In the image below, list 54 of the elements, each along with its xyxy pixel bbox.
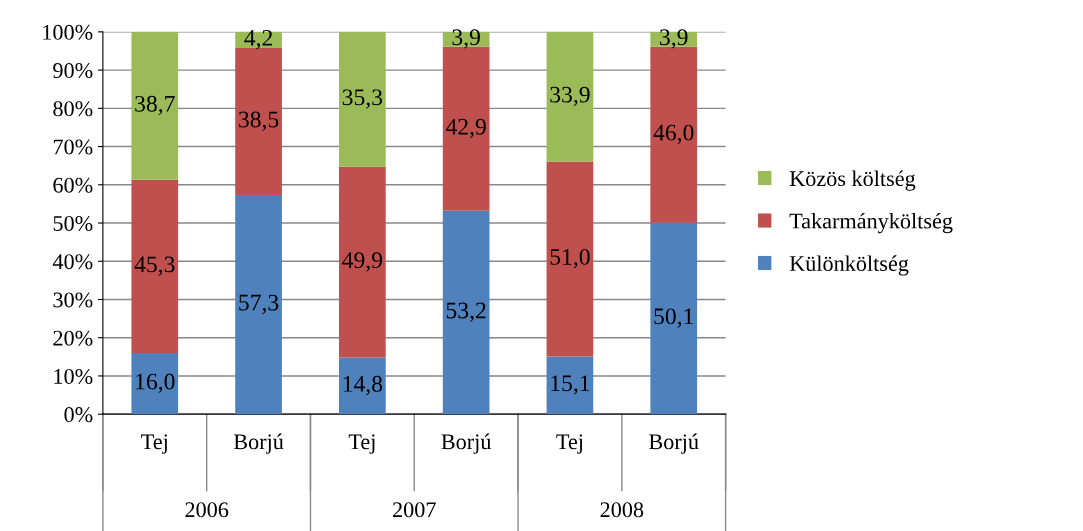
- data-label: 57,3: [239, 294, 279, 314]
- data-label: 51,0: [550, 248, 590, 269]
- data-label: 15,1: [551, 375, 590, 395]
- text: 2006: [185, 502, 229, 518]
- data-label: 45,3: [134, 256, 175, 276]
- bar: [546, 31, 594, 162]
- x-tick-label: Borjú: [233, 433, 284, 454]
- data-label: 46,0: [653, 124, 694, 145]
- data-label: 3,9: [452, 29, 480, 49]
- x-tick-label: Borjú: [649, 433, 699, 454]
- bar: [650, 222, 698, 415]
- data-label: 14,8: [343, 375, 383, 396]
- bar: [235, 47, 282, 196]
- bar: [546, 356, 594, 415]
- data-label: 49,9: [342, 252, 383, 272]
- bar: [131, 353, 179, 415]
- x-tick-label: Borjú: [441, 433, 492, 454]
- legend-label: Közös költség: [789, 170, 916, 191]
- data-label: 38,7: [135, 95, 175, 116]
- data-label: 42,9: [445, 118, 486, 139]
- text: 2008: [600, 502, 644, 518]
- y-tick-label: 60%: [53, 177, 93, 193]
- data-label: 3,9: [660, 29, 688, 49]
- y-tick-label: 40%: [52, 254, 93, 270]
- y-tick-label: 20%: [53, 330, 93, 346]
- data-label: 50,1: [654, 308, 693, 328]
- bar: [131, 31, 179, 180]
- x-tick-label: Tej: [556, 434, 583, 454]
- bar: [339, 166, 386, 358]
- data-label: 16,0: [136, 373, 175, 393]
- y-tick-label: 10%: [54, 368, 93, 384]
- bar: [339, 31, 386, 167]
- x-tick-label: Tej: [141, 434, 167, 454]
- data-label: 33,9: [550, 86, 590, 106]
- data-label: 38,5: [239, 111, 279, 131]
- data-label: 35,3: [342, 89, 383, 109]
- bar: [442, 210, 490, 415]
- y-tick-label: 90%: [53, 63, 93, 79]
- y-tick-label: 0%: [64, 407, 93, 423]
- data-label: 4,2: [244, 29, 273, 50]
- y-tick-label: 30%: [53, 292, 93, 308]
- y-tick-label: 80%: [53, 101, 93, 117]
- data-label: 53,2: [446, 302, 486, 322]
- legend-label: Különköltség: [789, 255, 909, 276]
- bar: [339, 357, 386, 415]
- bar: [546, 161, 594, 357]
- bar: [235, 195, 282, 415]
- text: 2007: [393, 502, 436, 518]
- bar: [131, 179, 179, 354]
- legend-label: Takarmányköltség: [789, 212, 953, 234]
- x-tick-label: Tej: [348, 434, 375, 454]
- y-tick-label: 100%: [43, 24, 93, 40]
- y-tick-label: 70%: [53, 139, 93, 155]
- y-tick-label: 50%: [53, 215, 93, 232]
